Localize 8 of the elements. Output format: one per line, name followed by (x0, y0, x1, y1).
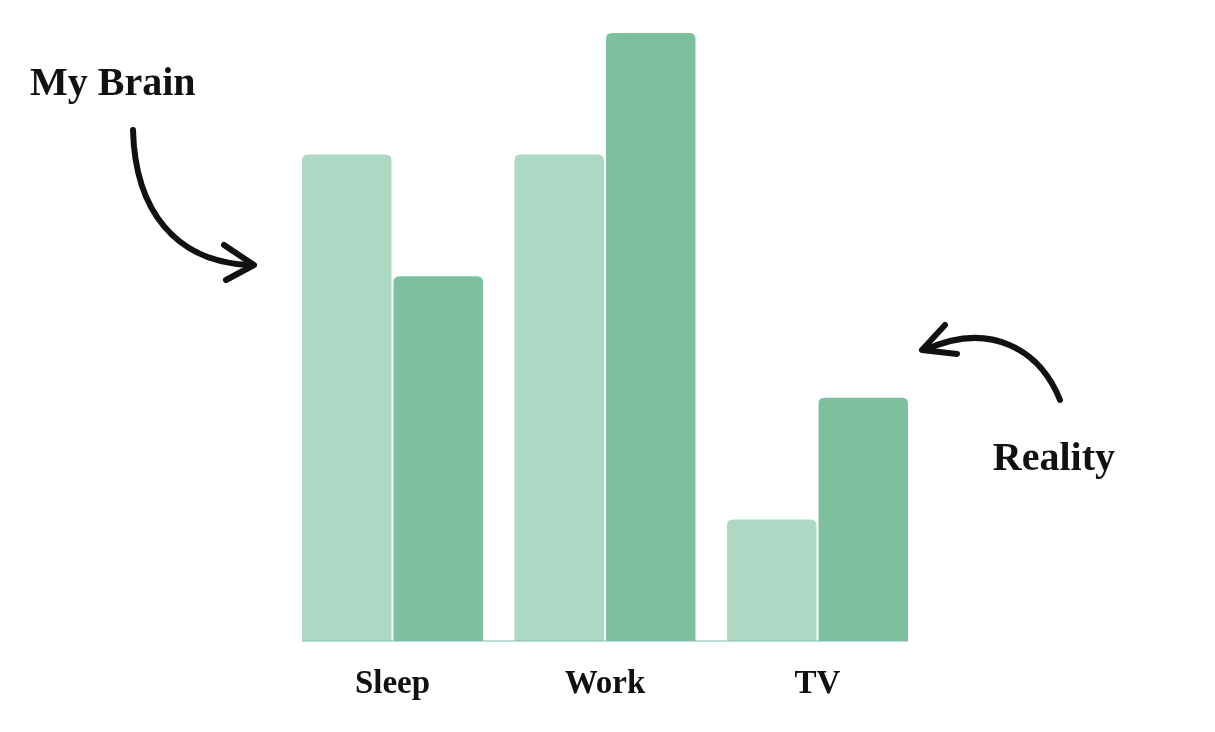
x-tick-label: Work (564, 664, 646, 700)
x-tick-label: TV (794, 664, 841, 700)
bar (302, 154, 392, 641)
text: My Brain (30, 59, 196, 104)
bar (727, 519, 817, 641)
bar (514, 154, 604, 641)
x-tick-label: Sleep (354, 664, 431, 700)
text: Reality (992, 434, 1115, 479)
